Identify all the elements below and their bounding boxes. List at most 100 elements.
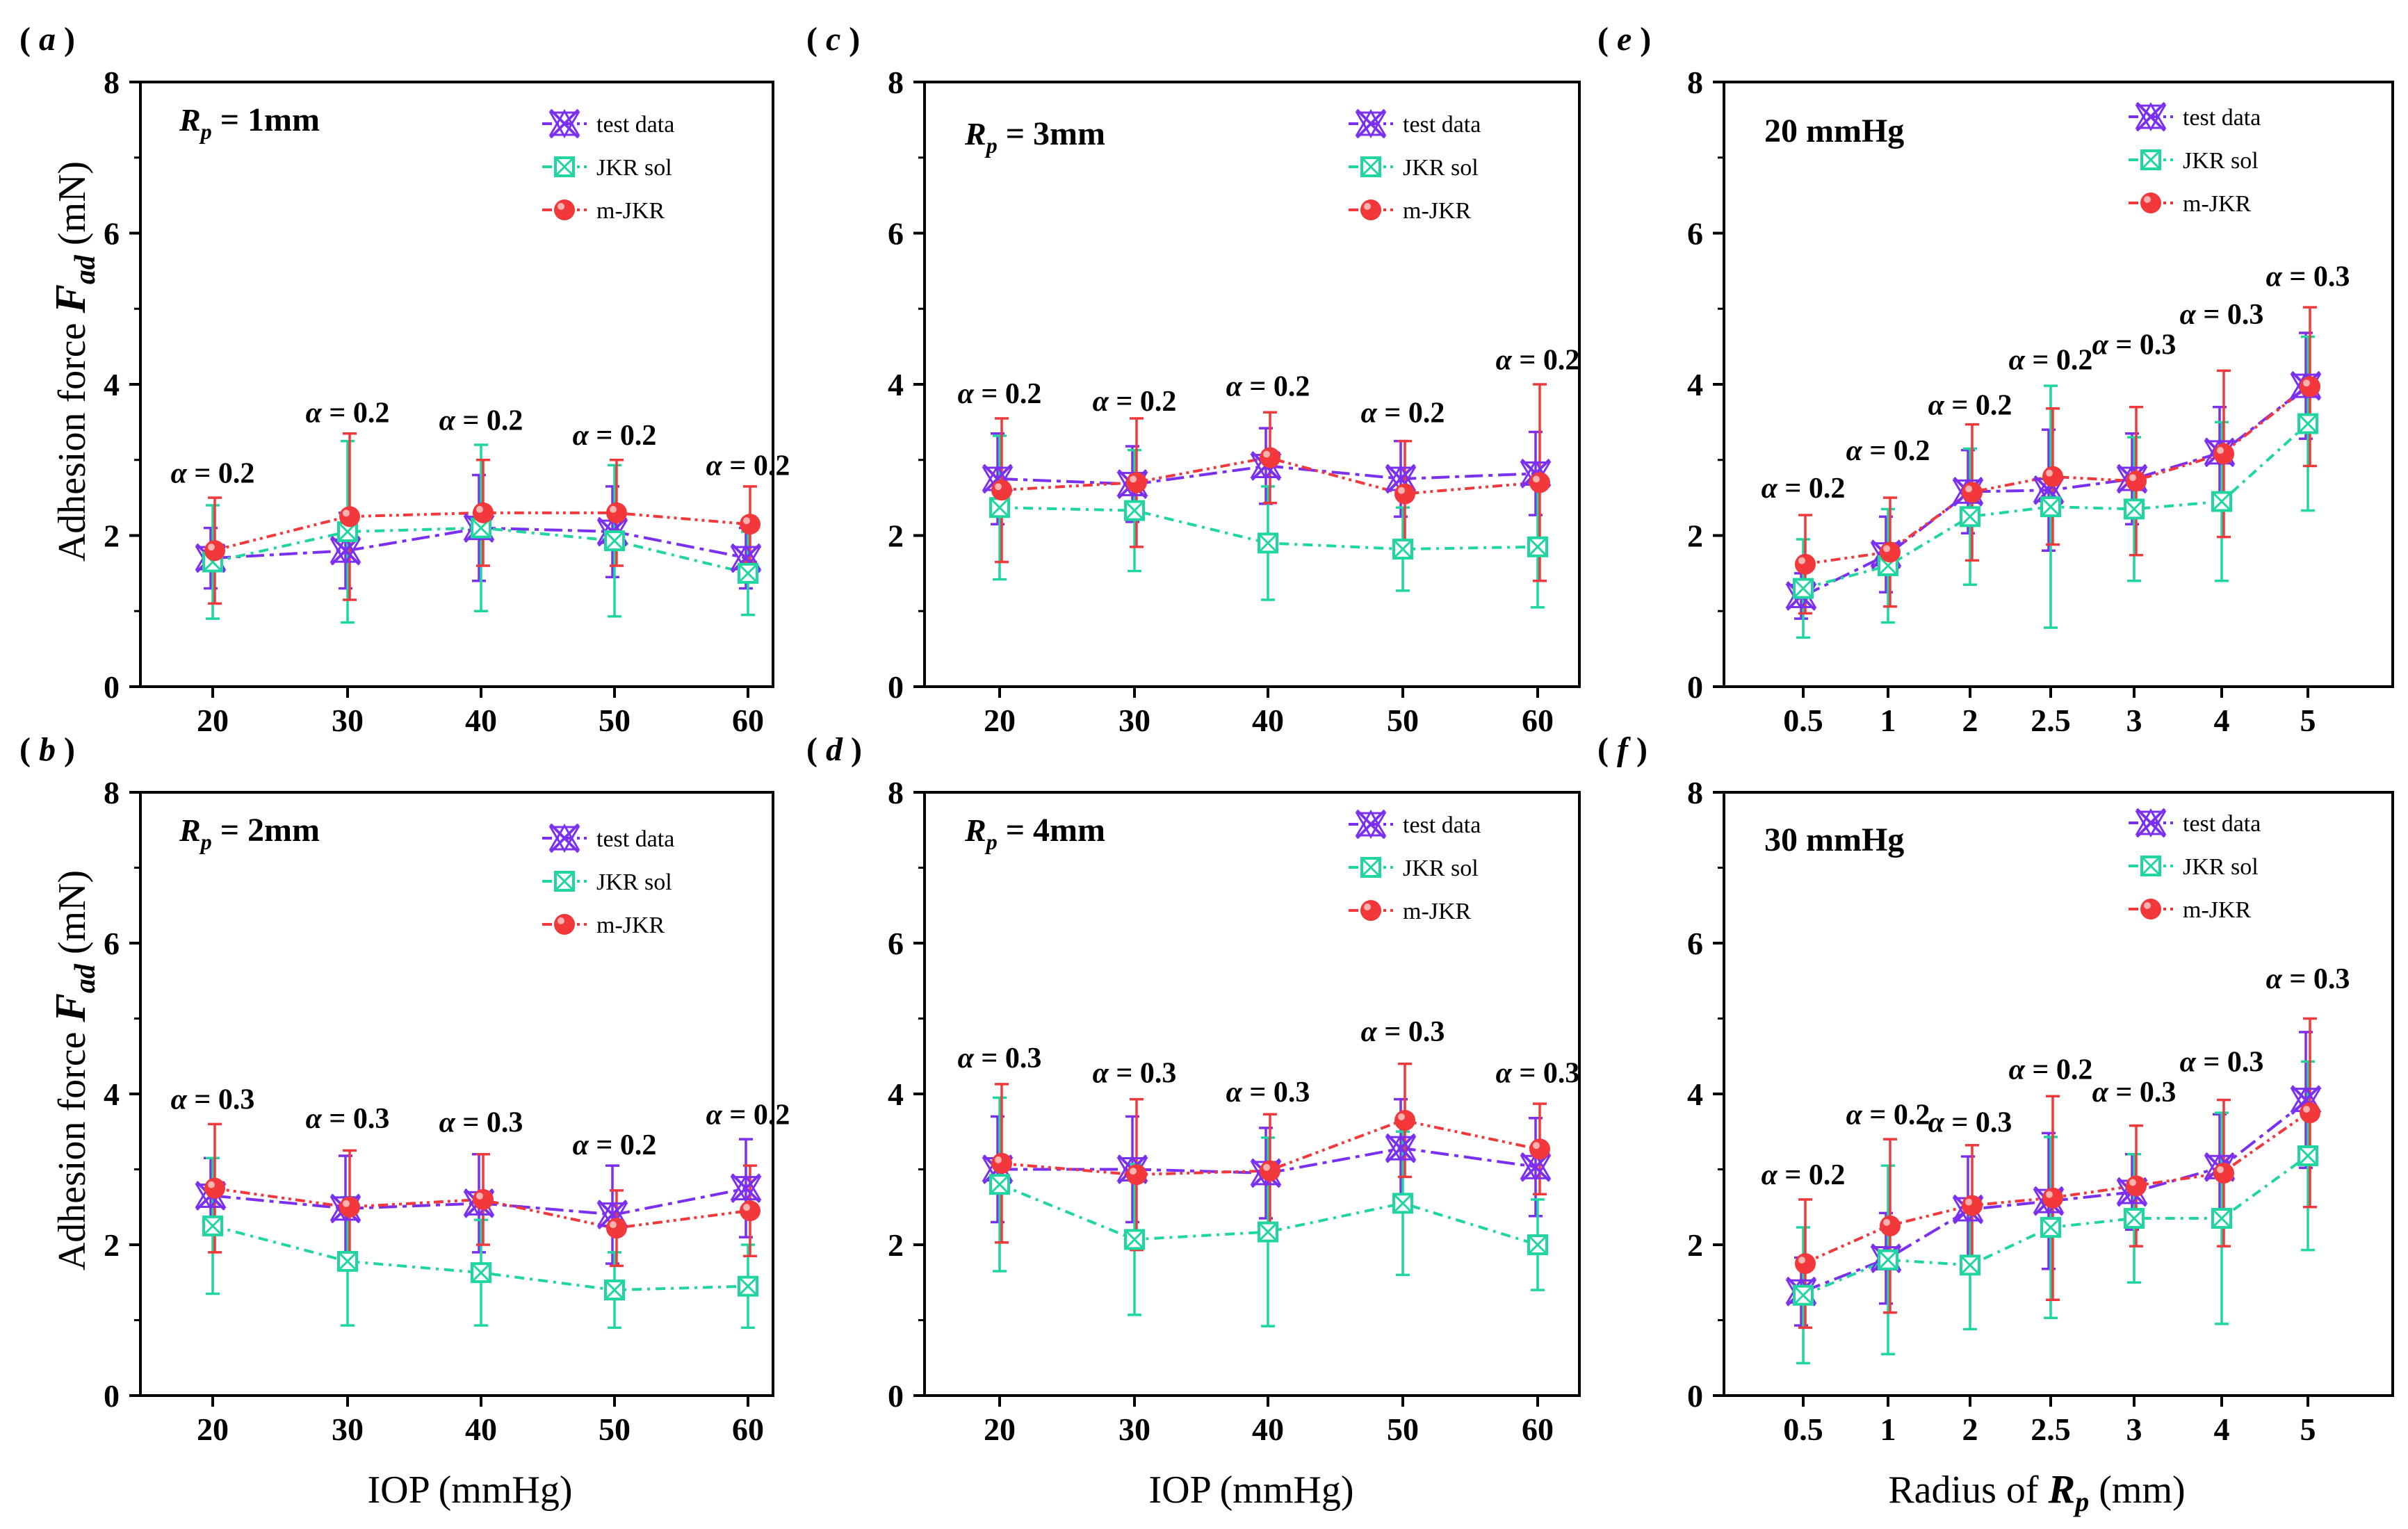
marker-dot bbox=[204, 1177, 225, 1199]
y-tick-label: 8 bbox=[104, 775, 120, 810]
markers-jkr bbox=[1793, 413, 2318, 599]
marker-dot bbox=[1360, 199, 1381, 220]
marker-dot bbox=[1795, 553, 1816, 575]
svg-text:Adhesion force Fad (mN): Adhesion force Fad (mN) bbox=[47, 161, 101, 562]
data-point-mjkr bbox=[1795, 553, 1816, 575]
x-tick-label: 3 bbox=[2126, 703, 2142, 738]
marker-square-cross bbox=[2140, 856, 2161, 876]
marker-dot bbox=[473, 502, 494, 523]
x-tick-label: 60 bbox=[1522, 703, 1554, 738]
data-point-mjkr bbox=[204, 1177, 225, 1199]
alpha-symbol: α bbox=[573, 1129, 589, 1161]
alpha-value: = 0.3 bbox=[187, 1084, 254, 1116]
marker-triangle-up bbox=[1355, 810, 1387, 837]
alpha-symbol: α bbox=[2092, 329, 2109, 361]
x-tick-label: 20 bbox=[984, 1412, 1016, 1447]
alpha-value: = 0.3 bbox=[322, 1103, 389, 1135]
alpha-value: = 0.2 bbox=[1242, 370, 1310, 402]
alpha-annotation: α = 0.2 bbox=[1361, 397, 1445, 429]
marker-dot bbox=[991, 1152, 1012, 1174]
marker-dot bbox=[339, 506, 360, 528]
y-tick-label: 6 bbox=[104, 926, 120, 961]
data-point-mjkr bbox=[1962, 1195, 1983, 1216]
alpha-annotation: α = 0.3 bbox=[958, 1042, 1042, 1074]
alpha-symbol: α bbox=[706, 450, 723, 482]
alpha-annotation: α = 0.2 bbox=[1496, 344, 1580, 376]
alpha-annotation: α = 0.3 bbox=[306, 1103, 390, 1135]
alpha-symbol: α bbox=[439, 404, 456, 436]
marker-x-stroke bbox=[549, 823, 580, 853]
data-point-jkr bbox=[1124, 500, 1145, 521]
markers-mjkr bbox=[204, 1177, 760, 1239]
marker-square-cross bbox=[738, 563, 758, 583]
panel-label-open: ( bbox=[806, 21, 826, 58]
series-line bbox=[999, 1183, 1538, 1246]
panel-label-letter: a bbox=[39, 21, 56, 58]
legend-marker-test bbox=[2135, 808, 2167, 838]
data-point-mjkr bbox=[1126, 1164, 1147, 1186]
data-point-jkr bbox=[1258, 532, 1278, 554]
alpha-symbol: α bbox=[1928, 1106, 1945, 1138]
marker-square-cross bbox=[1960, 507, 1980, 527]
alpha-annotation: α = 0.2 bbox=[2009, 344, 2093, 376]
alpha-symbol: α bbox=[2180, 1046, 2197, 1078]
alpha-symbol: α bbox=[1762, 1159, 1778, 1191]
panel-label-open: ( bbox=[19, 731, 39, 768]
panel-label-close: ) bbox=[1632, 21, 1651, 58]
y-tick-label: 2 bbox=[1687, 518, 1703, 554]
alpha-symbol: α bbox=[2092, 1077, 2109, 1109]
data-point-mjkr bbox=[473, 1188, 494, 1210]
x-tick-label: 40 bbox=[465, 1412, 497, 1447]
panel-label-close: ) bbox=[56, 731, 75, 768]
x-tick-label: 60 bbox=[732, 703, 764, 738]
marker-dot bbox=[606, 1218, 627, 1239]
alpha-value: = 0.3 bbox=[2196, 299, 2263, 331]
marker-square-cross bbox=[1793, 1285, 1814, 1305]
marker-square-cross bbox=[2124, 499, 2145, 519]
alpha-value: = 0.2 bbox=[455, 404, 523, 436]
condition-label: Rp = 2mm bbox=[179, 812, 320, 854]
marker-dot bbox=[2126, 471, 2147, 492]
svg-text:Adhesion force Fad (mN): Adhesion force Fad (mN) bbox=[47, 870, 101, 1270]
x-tick-label: 20 bbox=[197, 1412, 229, 1447]
x-tick-label: 60 bbox=[732, 1412, 764, 1447]
series-line bbox=[212, 1224, 749, 1292]
plot-frame bbox=[1723, 81, 2394, 688]
marker-dot bbox=[2140, 899, 2161, 919]
data-point-mjkr bbox=[1394, 1109, 1415, 1131]
data-point-mjkr bbox=[606, 1218, 627, 1239]
legend-label: test data bbox=[596, 826, 674, 852]
markers-mjkr bbox=[991, 1109, 1550, 1186]
marker-dot bbox=[1260, 447, 1280, 468]
legend-marker-mjkr bbox=[2140, 193, 2161, 213]
data-point-jkr bbox=[1124, 1229, 1145, 1250]
marker-dot bbox=[1126, 1164, 1147, 1186]
data-point-mjkr bbox=[1795, 1253, 1816, 1275]
alpha-value: = 0.2 bbox=[1944, 390, 2012, 422]
alpha-value: = 0.3 bbox=[2196, 1046, 2263, 1078]
data-point-mjkr bbox=[740, 514, 760, 535]
x-tick-label: 40 bbox=[465, 703, 497, 738]
alpha-annotation: α = 0.2 bbox=[1846, 435, 1930, 467]
x-tick-label: 50 bbox=[599, 703, 631, 738]
marker-x-stroke bbox=[549, 108, 580, 139]
legend-marker-test bbox=[1355, 108, 1387, 139]
marker-dot-highlight bbox=[743, 1204, 750, 1211]
y-tick-label: 0 bbox=[1687, 669, 1703, 705]
marker-dot bbox=[554, 199, 575, 220]
alpha-symbol: α bbox=[1928, 390, 1945, 422]
data-point-jkr bbox=[989, 497, 1010, 518]
legend-label: test data bbox=[1403, 112, 1481, 138]
marker-dot bbox=[2213, 1162, 2234, 1184]
series-line bbox=[212, 526, 749, 575]
panel-label: ( b ) bbox=[19, 731, 75, 768]
data-point-jkr bbox=[1878, 1249, 1898, 1270]
data-point-mjkr bbox=[1962, 482, 1983, 503]
alpha-annotation: α = 0.3 bbox=[1928, 1106, 2012, 1138]
marker-x-stroke bbox=[2136, 808, 2166, 838]
marker-dot bbox=[1880, 541, 1901, 563]
marker-x-stroke bbox=[2136, 101, 2166, 132]
